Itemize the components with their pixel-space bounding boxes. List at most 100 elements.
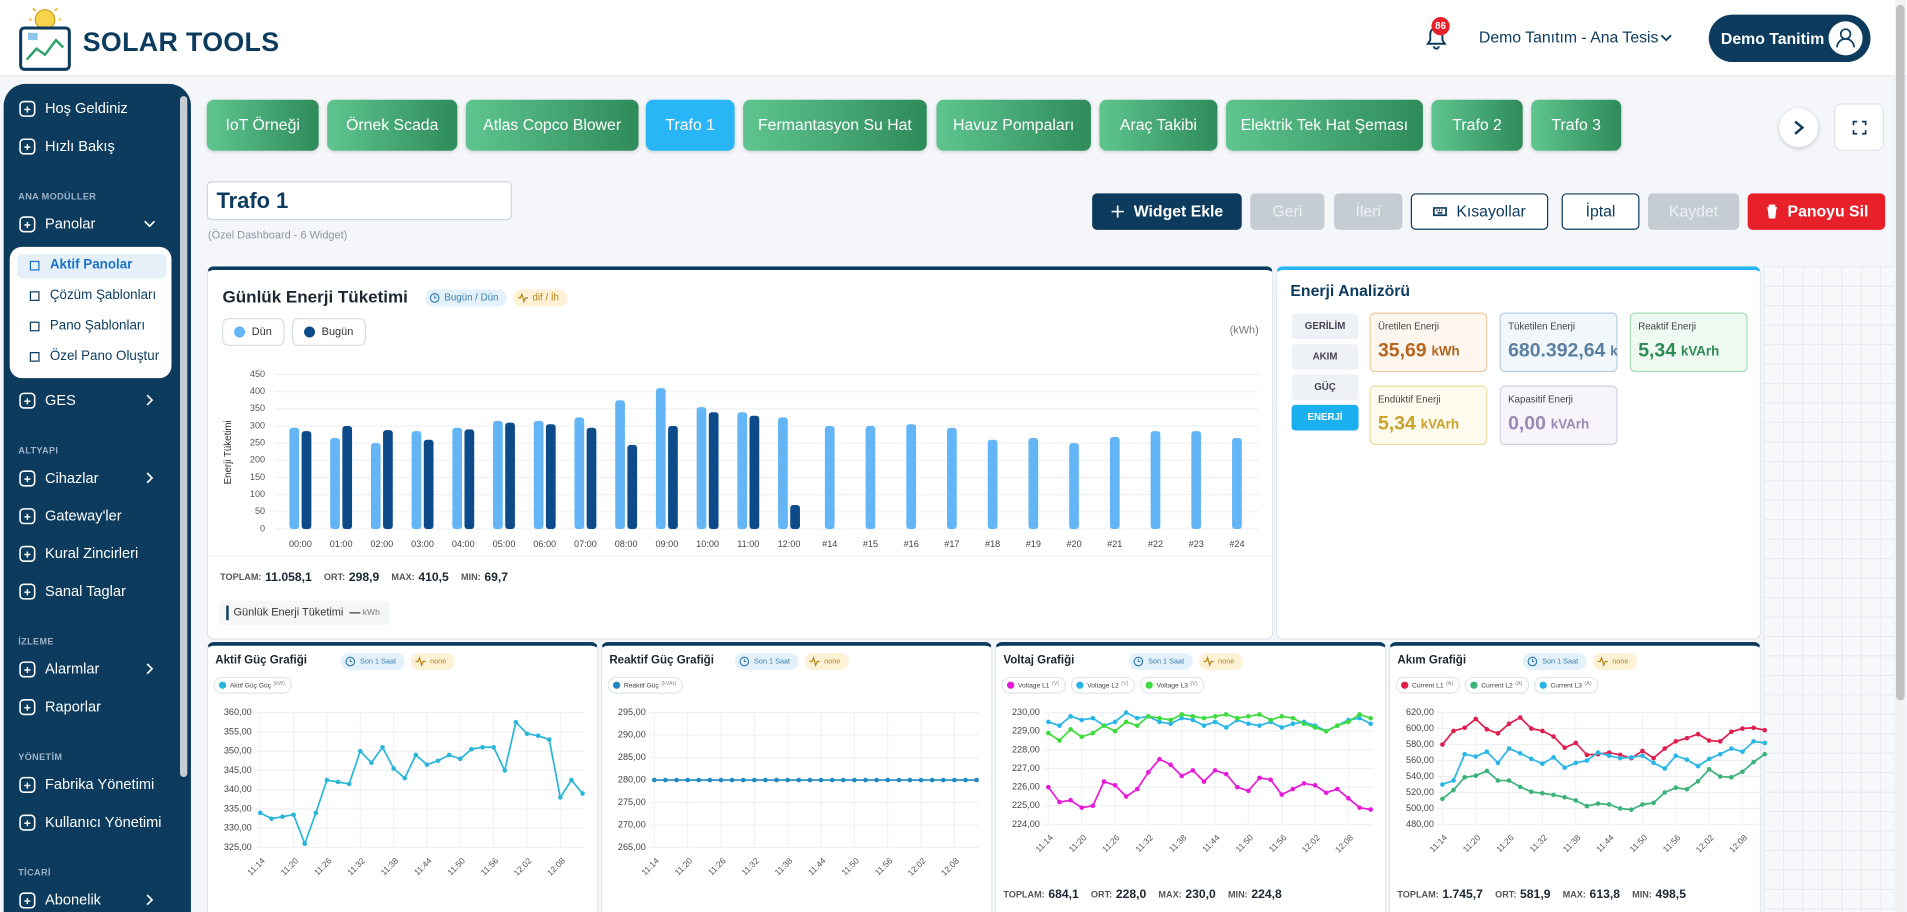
nav-item[interactable]: Sanal Taglar [17,579,180,603]
nav-item[interactable]: Kural Zincirleri [17,541,180,565]
button-label: Panoyu Sil [1787,201,1869,221]
nav-item[interactable]: Raporlar [17,694,180,718]
dashboard-title[interactable]: Trafo 1 [206,181,513,221]
nav-item[interactable]: Fabrika Yönetimi [17,772,180,796]
toolbar-button[interactable]: İleri [1334,193,1403,230]
icon-shape [19,583,36,600]
icon-shape [19,545,36,562]
nav-label: Hızlı Bakış [44,137,115,155]
toolbar-button[interactable]: Widget Ekle [1092,193,1242,230]
nav-icon [19,100,36,117]
nav-item[interactable]: GES [17,388,180,412]
nav-section-title: YÖNETİM [18,751,63,763]
submenu-icon [29,352,40,362]
submenu-label: Aktif Panolar [49,257,133,273]
button-label: Kaydet [1668,201,1719,221]
icon-shape [19,661,36,678]
nav-item[interactable]: Panolar [17,212,180,236]
chevron-icon [146,472,154,484]
icon-shape [19,392,36,409]
nav-label: Raporlar [44,697,101,716]
icon-shape [19,470,36,487]
nav-item[interactable]: Hoş Geldiniz [17,96,180,120]
brand: SOLAR TOOLS [82,26,280,58]
grid-canvas [1763,266,1894,912]
icon-shape [24,106,31,113]
icon-shape [19,814,36,831]
nav-icon [19,508,36,525]
icon-shape [24,551,31,558]
toolbar-button[interactable]: Geri [1250,193,1325,230]
button-icon [1111,205,1125,218]
button-label: İptal [1585,201,1616,221]
widget [206,642,599,912]
nav-icon [19,583,36,600]
nav-item[interactable]: Kullanıcı Yönetimi [17,810,180,834]
nav-label: Kullanıcı Yönetimi [44,813,162,831]
icon-shape [19,138,36,155]
logo [19,7,71,71]
chevron [144,220,156,228]
dashboard-tab[interactable]: Fermantasyon Su Hat [743,99,927,151]
nav-section-title: İZLEME [18,635,54,647]
chevron [146,472,154,484]
toolbar-button[interactable]: Kaydet [1647,193,1740,230]
nav-icon [19,661,36,678]
icon-shape [19,776,36,794]
dashboard-tab[interactable]: IoT Örneği [206,99,319,151]
nav-icon [19,892,36,909]
chevron-icon [144,220,156,228]
toolbar-button[interactable]: Panoyu Sil [1747,193,1886,230]
icon-shape [24,144,31,151]
nav-label: Kural Zincirleri [44,544,139,562]
dashboard-tab[interactable]: Araç Takibi [1099,99,1218,151]
dashboard-tab[interactable]: Örnek Scada [327,99,458,151]
nav-label: Gateway'ler [44,507,122,525]
icon-shape [24,666,31,674]
icon-shape [19,892,36,909]
dashboard-tab[interactable]: Trafo 3 [1531,99,1622,151]
nav-section-title: ALTYAPI [18,445,59,456]
dashboard-subtitle: (Özel Dashboard - 6 Widget) [207,228,348,241]
fullscreen-button[interactable] [1834,103,1884,151]
icon-shape [1766,204,1777,219]
icon-shape [24,898,31,905]
nav-label: Hoş Geldiniz [44,99,128,117]
icon-shape [29,321,40,332]
nav-icon [19,699,36,716]
dashboard-tab[interactable]: Trafo 2 [1431,99,1523,151]
button-label: Kısayollar [1456,201,1526,221]
chevron-icon [146,394,154,406]
dashboard-tab[interactable]: Atlas Copco Blower [465,99,639,151]
dashboard-tab[interactable]: Elektrik Tek Hat Şeması [1225,99,1423,151]
dashboard-tab[interactable]: Havuz Pompaları [936,99,1091,151]
site-selector[interactable]: Demo Tanıtım - Ana Tesis [1478,27,1659,47]
submenu-icon [29,260,40,271]
nav-label: Cihazlar [44,469,99,487]
dashboard-tab[interactable]: Trafo 1 [645,99,735,151]
toolbar-button[interactable]: İptal [1561,193,1640,230]
tab-scroll-button[interactable] [1779,108,1819,148]
nav-item[interactable]: Abonelik [17,888,180,912]
icon-shape [19,699,36,716]
chevron-icon [146,663,154,675]
nav-label: Fabrika Yönetimi [44,775,155,793]
user-pill[interactable]: Demo Tanitim [1708,14,1871,63]
toolbar-button[interactable]: Kısayollar [1410,193,1549,230]
submenu-icon [29,291,40,301]
nav-icon [19,814,36,831]
page-scrollbar [1894,0,1906,912]
icon-shape [24,704,31,711]
nav-label: Abonelik [44,891,101,909]
widget [1388,642,1762,912]
icon-shape [19,216,36,233]
button-label: Widget Ekle [1133,201,1224,221]
nav-item[interactable]: Hızlı Bakış [17,134,180,158]
nav-item[interactable]: Cihazlar [17,466,180,490]
nav-item[interactable]: Gateway'ler [17,503,180,527]
icon-shape [19,100,36,117]
widget [206,266,1274,640]
nav-icon [19,776,36,794]
icon-shape [1111,205,1125,218]
nav-item[interactable]: Alarmlar [17,657,180,681]
